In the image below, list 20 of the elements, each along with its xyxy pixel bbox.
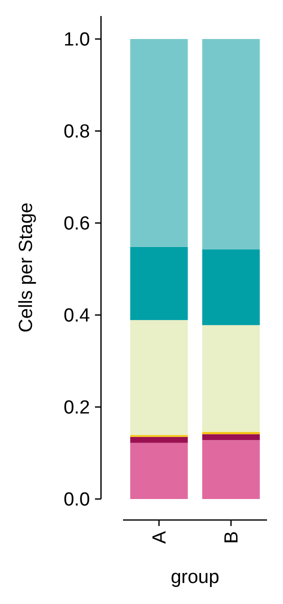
x-tick-label: B [222,531,243,544]
bar [202,39,260,250]
bar [130,442,188,499]
bar [202,249,260,326]
bar [202,325,260,432]
y-tick-label: 0.0 [64,490,90,511]
bar [130,320,188,436]
x-axis-title: group [170,567,220,588]
x-tick-label: A [150,530,171,544]
bar [202,440,260,499]
y-tick-label: 0.2 [64,398,90,419]
y-axis-title: Cells per Stage [16,202,37,332]
bar [130,436,188,443]
y-tick-label: 0.4 [64,306,90,327]
bar [130,246,188,320]
y-tick-label: 0.8 [64,122,90,143]
y-tick-label: 0.6 [64,214,90,235]
bar [202,434,260,440]
y-tick-label: 1.0 [64,30,90,51]
bar [130,39,188,247]
